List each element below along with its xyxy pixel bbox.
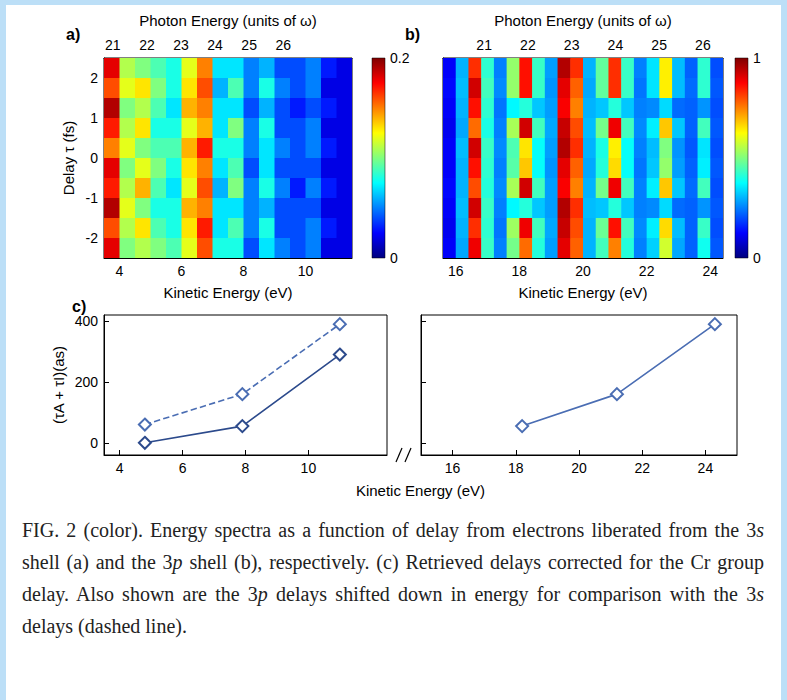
svg-text:25: 25 [241,37,257,53]
svg-text:200: 200 [75,374,99,390]
svg-text:23: 23 [173,37,189,53]
svg-text:0.2: 0.2 [390,50,410,66]
svg-text:0: 0 [90,435,98,451]
svg-text:400: 400 [75,313,99,329]
svg-text:a): a) [66,26,80,43]
svg-text:b): b) [405,26,420,43]
svg-text:23: 23 [564,37,580,53]
svg-text:26: 26 [695,37,711,53]
svg-text:Kinetic Energy (eV): Kinetic Energy (eV) [356,482,485,499]
svg-text:16: 16 [448,263,464,279]
svg-text:Photon Energy (units of ω): Photon Energy (units of ω) [139,12,317,29]
svg-text:(τA + τI)(as): (τA + τI)(as) [50,346,67,424]
svg-text:2: 2 [90,70,98,86]
svg-text:21: 21 [105,37,121,53]
svg-text:6: 6 [179,460,187,476]
svg-text:22: 22 [639,263,655,279]
svg-text:18: 18 [512,263,528,279]
svg-text:-1: -1 [86,190,99,206]
svg-text:1: 1 [90,110,98,126]
svg-text:8: 8 [242,460,250,476]
svg-text:Kinetic Energy (eV): Kinetic Energy (eV) [163,284,292,301]
svg-text:Kinetic Energy (eV): Kinetic Energy (eV) [518,284,647,301]
svg-text:Delay τ (fs): Delay τ (fs) [60,121,77,195]
svg-text:20: 20 [571,460,587,476]
svg-text:24: 24 [608,37,624,53]
svg-text:8: 8 [240,263,248,279]
svg-text:22: 22 [634,460,650,476]
svg-text:18: 18 [508,460,524,476]
svg-text:21: 21 [476,37,492,53]
svg-text:24: 24 [702,263,718,279]
svg-text:0: 0 [753,250,761,266]
svg-text:10: 10 [301,460,317,476]
svg-text:0: 0 [390,250,398,266]
svg-text:16: 16 [445,460,461,476]
svg-text:Photon Energy (units of ω): Photon Energy (units of ω) [494,12,672,29]
svg-text:6: 6 [178,263,186,279]
svg-text:22: 22 [139,37,155,53]
svg-text:26: 26 [275,37,291,53]
svg-text:20: 20 [575,263,591,279]
svg-text:4: 4 [116,460,124,476]
html-text:delays (dashed line).: delays (dashed line). [22,615,187,637]
svg-text:22: 22 [520,37,536,53]
svg-text:10: 10 [298,263,314,279]
svg-text:24: 24 [207,37,223,53]
svg-text:0: 0 [90,150,98,166]
svg-text:-2: -2 [86,230,99,246]
svg-text:25: 25 [651,37,667,53]
svg-text:1: 1 [753,50,761,66]
svg-text:24: 24 [698,460,714,476]
html-text:shell (a) and the 3 p shell (b: shell (a) and the 3 p shell (b), respect… [22,551,764,605]
svg-text:c): c) [72,298,86,315]
svg-text:4: 4 [116,263,124,279]
html-text:FIG. 2 (color). Energy spectra: FIG. 2 (color). Energy spectra as a func… [22,519,764,541]
